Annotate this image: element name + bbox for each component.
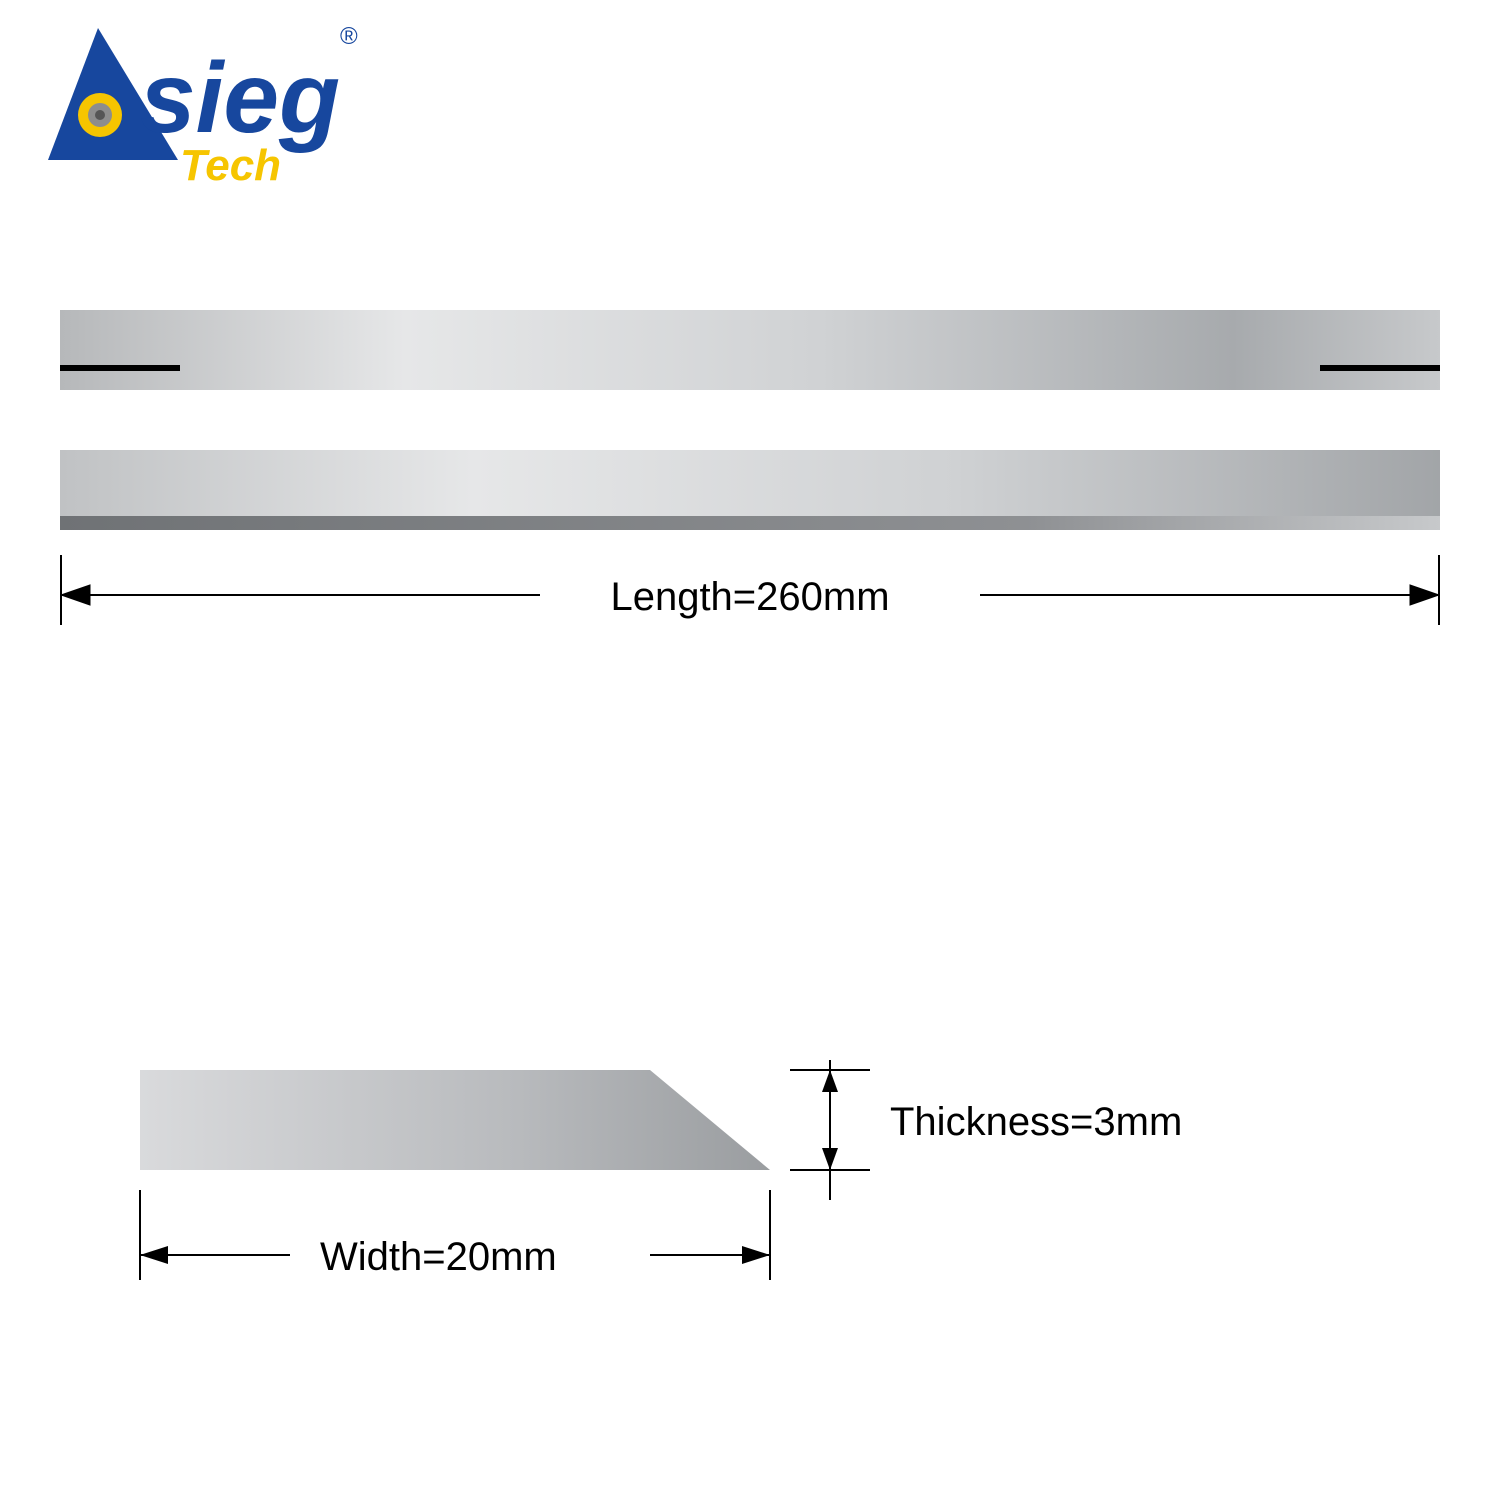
logo-svg: sieg Tech ® [40, 20, 360, 190]
blade-top-view [60, 310, 1440, 390]
thickness-arrow-bottom [822, 1148, 838, 1170]
logo-text-primary: sieg [140, 42, 340, 154]
blade-side-view [60, 450, 1440, 530]
width-label: Width=20mm [320, 1235, 557, 1280]
thickness-label: Thickness=3mm [890, 1100, 1182, 1145]
brand-logo: sieg Tech ® [40, 20, 360, 195]
blade-side-rect [60, 450, 1440, 516]
blade-top-svg [60, 310, 1440, 390]
logo-text-secondary: Tech [180, 141, 281, 190]
blade-top-rect [60, 310, 1440, 390]
blade-notch-right [1320, 365, 1440, 371]
blade-side-svg [60, 450, 1440, 530]
blade-cross-section: Thickness=3mm Width=20mm [130, 1060, 1030, 1385]
blade-cutting-edge [60, 516, 1440, 530]
logo-hole-center [95, 110, 105, 120]
blade-notch-left [60, 365, 180, 371]
width-arrow-left [140, 1246, 168, 1264]
cross-section-shape [140, 1070, 770, 1170]
length-label: Length=260mm [0, 575, 1500, 620]
registered-mark: ® [340, 23, 358, 50]
thickness-arrow-top [822, 1070, 838, 1092]
width-arrow-right [742, 1246, 770, 1264]
